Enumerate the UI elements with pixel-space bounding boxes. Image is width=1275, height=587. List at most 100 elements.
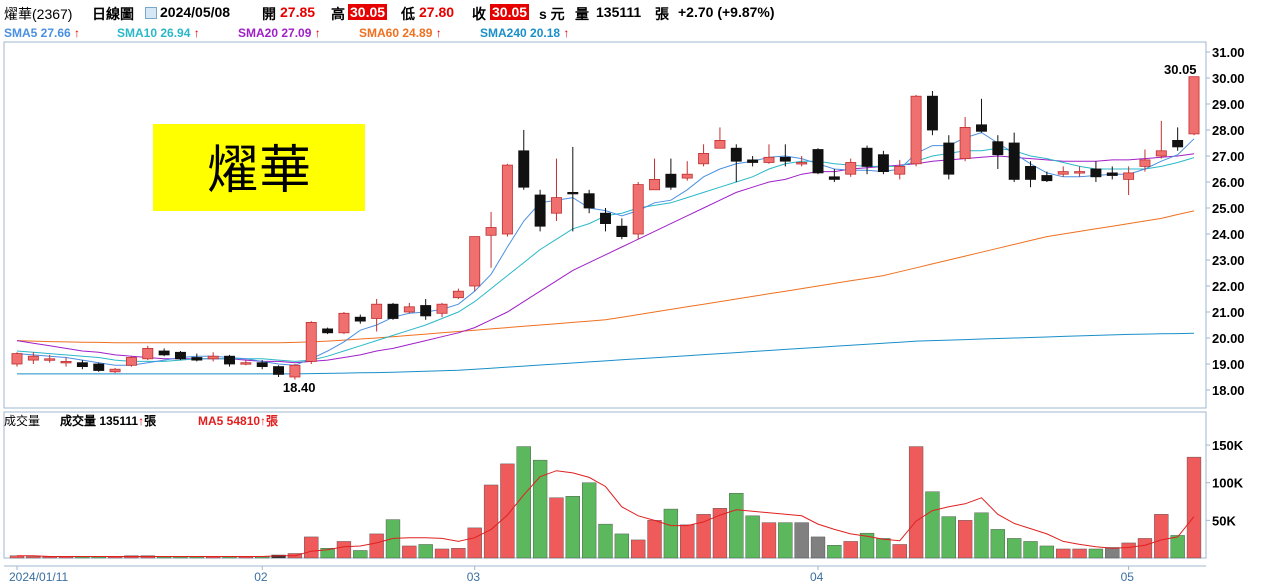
price-tick-label: 30.00 [1212, 71, 1245, 86]
candle-body [1172, 139, 1184, 148]
candle-body [452, 290, 464, 299]
candle-body [959, 127, 971, 160]
volume-bar [418, 544, 433, 559]
volume-bar [631, 539, 646, 559]
candle-body [600, 212, 611, 224]
low-label: 低 [401, 6, 415, 22]
volume-bar [892, 544, 907, 559]
price-tick-label: 19.00 [1212, 357, 1245, 372]
price-tick-label: 23.00 [1212, 253, 1245, 268]
volume-bar [761, 522, 777, 559]
high-label: 高 [331, 6, 345, 22]
candle-body [27, 355, 39, 361]
candle-body [60, 360, 72, 364]
watermark-text: 燿華 [207, 141, 311, 201]
volume-tick-label: 100K [1212, 476, 1244, 491]
candle-body [469, 236, 481, 287]
price-tick-label: 25.00 [1212, 201, 1245, 216]
candle-body [992, 141, 1004, 156]
candle-body [240, 362, 252, 365]
candle-body [747, 159, 759, 163]
candle-body [289, 364, 301, 378]
candle-body [501, 164, 513, 235]
candle-body [616, 225, 628, 237]
volume-bar [810, 536, 826, 559]
volume-bar [500, 463, 515, 559]
open-label: 開 [262, 6, 276, 22]
candle-body [1139, 159, 1151, 167]
price-tick-label: 22.00 [1212, 279, 1245, 294]
volume-bar [859, 532, 875, 559]
volume-bar [565, 496, 580, 559]
sma240-line [17, 332, 1195, 375]
volume-bar [1007, 538, 1022, 559]
volume-bar [680, 524, 695, 559]
ma-legend-item: SMA10 26.94 ↑ [117, 26, 200, 40]
ma-legend-item: SMA5 27.66 ↑ [4, 26, 80, 40]
candle-body [1025, 165, 1036, 180]
candle-body [436, 303, 448, 314]
candle-body [322, 328, 334, 334]
stock-chart[interactable]: 31.00 30.00 29.00 28.00 27.00 26.00 25.00 24.00… [0, 24, 1275, 587]
candle-body [93, 363, 105, 371]
date-label: 2024/05/08 [160, 4, 231, 20]
stock-name: 燿華(2367) [4, 6, 73, 22]
x-tick-label: 05 [1121, 570, 1135, 584]
volume-bar [336, 541, 352, 559]
candle-body [44, 358, 56, 361]
volume-value: 135111 [596, 4, 642, 20]
change-value: +2.70 (+9.87%) [678, 4, 775, 20]
volume-ma5-legend: MA5 54810↑張 [198, 414, 279, 428]
candle-body [1008, 142, 1020, 180]
volume-bar [1121, 542, 1136, 559]
candle-body [109, 368, 121, 373]
price-tick-label: 31.00 [1212, 45, 1245, 60]
volume-bar [827, 545, 842, 559]
candle-body [273, 366, 285, 375]
candle-body [649, 178, 661, 191]
volume-bar [778, 522, 793, 559]
volume-bar [1039, 545, 1055, 559]
volume-bar [369, 533, 384, 559]
volume-bar [941, 516, 956, 559]
x-tick-label: 03 [467, 570, 481, 584]
candle-body [207, 355, 219, 360]
candle-body [763, 156, 775, 163]
candle-body [567, 191, 579, 195]
candle-body [665, 173, 677, 188]
candle-body [256, 362, 268, 368]
candle-body [534, 194, 546, 227]
candle-body [1106, 172, 1118, 176]
chart-header: 燿華(2367) 日線圖 2024/05/08 開 27.85 高 30.05 … [0, 0, 1275, 24]
ma-legend-item: SMA20 27.09 ↑ [238, 26, 321, 40]
volume-bar [402, 545, 417, 559]
price-tick-label: 20.00 [1212, 331, 1245, 346]
candle-body [894, 165, 906, 175]
price-tick-label: 29.00 [1212, 97, 1245, 112]
volume-bar [320, 548, 335, 559]
calendar-icon[interactable] [145, 7, 157, 19]
candle-body [354, 316, 366, 322]
high-value: 30.05 [348, 4, 388, 20]
candle-body [632, 184, 644, 235]
period-label: 日線圖 [92, 6, 134, 22]
candle-body [976, 124, 987, 132]
candle-body [1057, 171, 1069, 175]
volume-bar [582, 482, 597, 559]
candle-body [175, 351, 186, 360]
volume-title: 成交量 [4, 413, 40, 428]
candle-body [191, 357, 203, 361]
high-annotation: 30.05 [1164, 62, 1197, 77]
volume-bar [974, 512, 989, 559]
close-label: 收 [472, 6, 486, 22]
candle-body [403, 306, 415, 313]
volume-bar [598, 523, 613, 559]
candle-body [125, 357, 137, 366]
volume-bar [647, 520, 662, 559]
x-tick-label: 04 [810, 570, 824, 584]
candle-body [550, 197, 562, 214]
candle-body [877, 154, 889, 172]
candle-body [11, 353, 23, 365]
volume-bar [1105, 547, 1120, 559]
volume-bar [1154, 514, 1169, 559]
